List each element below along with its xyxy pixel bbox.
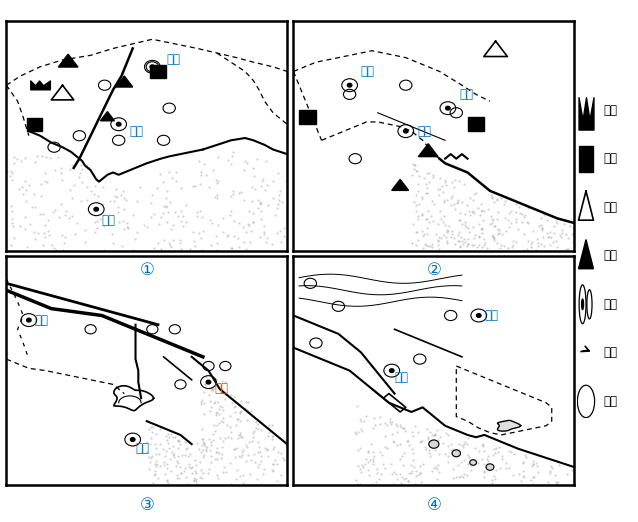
Text: ④: ④ <box>426 496 441 514</box>
Text: 鞍山: 鞍山 <box>130 125 144 138</box>
Text: 珠海: 珠海 <box>394 371 408 384</box>
Polygon shape <box>579 240 593 269</box>
Text: ①: ① <box>139 262 154 279</box>
Text: 沈阳: 沈阳 <box>167 53 181 66</box>
Bar <box>468 117 484 131</box>
Circle shape <box>116 122 121 126</box>
Circle shape <box>403 129 408 133</box>
Circle shape <box>477 314 481 317</box>
Text: 南京: 南京 <box>34 314 48 327</box>
Circle shape <box>429 440 439 448</box>
Polygon shape <box>58 54 78 67</box>
Bar <box>299 111 316 124</box>
Text: 上海: 上海 <box>214 383 228 396</box>
Text: 河流: 河流 <box>603 347 617 359</box>
Polygon shape <box>100 112 114 121</box>
Text: 石油: 石油 <box>603 250 617 262</box>
Text: 铁矿: 铁矿 <box>603 201 617 213</box>
Polygon shape <box>498 420 521 431</box>
Circle shape <box>486 464 494 470</box>
Text: 杭州: 杭州 <box>135 442 149 455</box>
Text: 唐山: 唐山 <box>459 88 473 101</box>
Polygon shape <box>116 76 133 87</box>
Text: 天津: 天津 <box>417 125 431 138</box>
Bar <box>27 118 42 130</box>
Text: 城市: 城市 <box>603 298 617 311</box>
Bar <box>579 146 593 172</box>
Circle shape <box>445 106 450 110</box>
Circle shape <box>206 380 211 384</box>
Circle shape <box>27 318 31 322</box>
Text: ③: ③ <box>139 496 154 514</box>
Circle shape <box>94 207 98 211</box>
Bar <box>150 65 166 78</box>
Circle shape <box>452 450 461 457</box>
Text: 大连: 大连 <box>102 214 116 227</box>
Text: 锰矿: 锰矿 <box>603 104 617 116</box>
Circle shape <box>389 369 394 373</box>
Circle shape <box>470 460 477 465</box>
Polygon shape <box>392 180 408 191</box>
Circle shape <box>347 84 352 87</box>
Polygon shape <box>419 144 438 157</box>
Text: 北京: 北京 <box>361 65 375 78</box>
Text: ②: ② <box>426 262 441 279</box>
Circle shape <box>582 299 584 310</box>
Text: 煤矿: 煤矿 <box>603 152 617 165</box>
Circle shape <box>130 437 135 442</box>
Text: 深圳: 深圳 <box>484 309 498 322</box>
Circle shape <box>150 65 154 69</box>
Text: 湖泊: 湖泊 <box>603 395 617 408</box>
